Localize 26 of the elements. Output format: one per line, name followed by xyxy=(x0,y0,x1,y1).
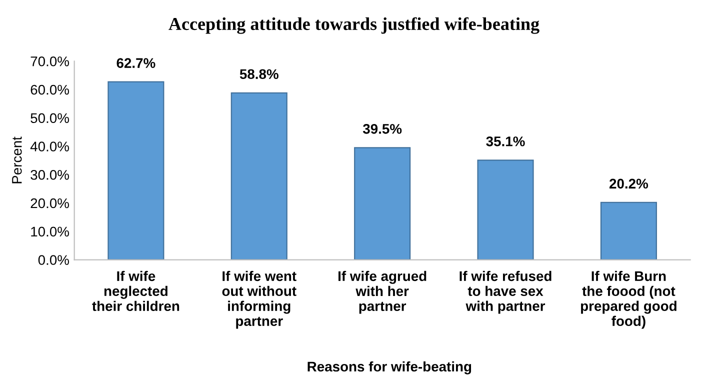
data-label: 35.1% xyxy=(486,136,525,146)
data-label: 62.7% xyxy=(116,58,156,68)
bar xyxy=(354,147,411,260)
bar xyxy=(108,81,164,260)
bar xyxy=(600,202,657,260)
y-tick-label: 50.0% xyxy=(30,113,69,124)
y-tick-label: 30.0% xyxy=(30,170,69,180)
y-tick-label: 20.0% xyxy=(30,198,69,208)
bar xyxy=(230,92,288,260)
y-tick-label: 0.0% xyxy=(38,255,69,265)
x-tick-label: If wife neglected their children xyxy=(92,270,180,312)
y-tick-label: 40.0% xyxy=(30,142,69,152)
data-label: 39.5% xyxy=(362,124,402,134)
x-tick-label: If wife Burn the foood (not prepared good food) xyxy=(581,270,676,329)
y-tick-label: 60.0% xyxy=(30,84,69,95)
bar xyxy=(477,160,534,260)
chart-title: Accepting attitude towards justfied wife-beating xyxy=(168,17,540,34)
data-label: 58.8% xyxy=(240,69,278,80)
y-tick-label: 10.0% xyxy=(31,226,69,237)
y-axis-title: Percent xyxy=(12,136,22,184)
x-tick-label: If wife agrued with her partner xyxy=(338,270,426,314)
x-axis-title: Reasons for wife-beating xyxy=(308,361,472,374)
data-label: 20.2% xyxy=(609,178,648,189)
x-tick-label: If wife went out without informing partner xyxy=(222,270,296,329)
y-tick-label: 70.0% xyxy=(30,56,69,66)
x-tick-label: If wife refused to have sex with partner xyxy=(460,270,552,314)
